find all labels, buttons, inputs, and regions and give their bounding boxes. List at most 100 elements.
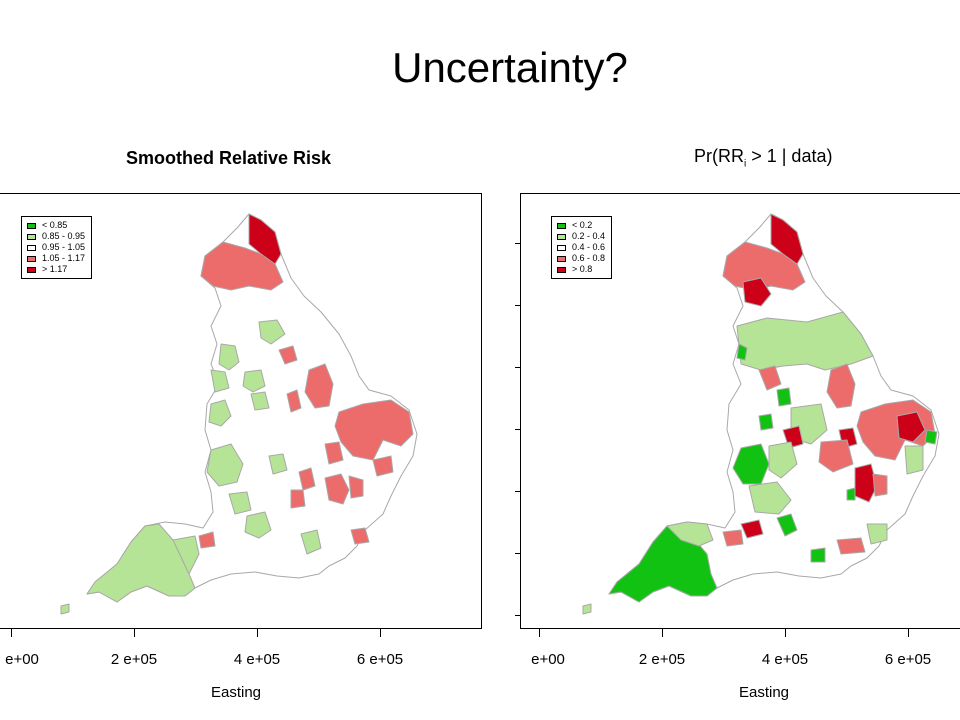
region-bucks [298,467,316,491]
x-tick [11,628,12,637]
slide-title: Uncertainty? [392,44,628,91]
region-east-anglia [334,399,414,461]
y-tick [515,429,520,430]
legend-swatch [27,233,36,240]
x-tick-label: e+00 [531,651,565,668]
legend-label: < 0.85 [42,220,68,230]
x-tick [662,628,663,637]
legend-swatch [27,255,36,262]
x-tick [908,628,909,637]
right-map-title: Pr(RRi > 1 | data) [694,146,832,170]
legend-label: > 1.17 [42,264,68,274]
left-map-panel: < 0.85 0.85 - 0.95 0.95 - 1.05 1.05 - 1.… [0,193,482,629]
right-title-subscript: i [744,158,747,170]
legend-entry: > 1.17 [27,264,85,275]
legend-label: > 0.8 [572,264,593,274]
region-lancs-1 [218,343,240,371]
region-lancs-green [736,343,748,361]
legend-entry: < 0.85 [27,220,85,231]
y-tick [515,305,520,306]
region-manchester [208,399,232,427]
legend-entry: 0.6 - 0.8 [557,253,605,264]
legend-label: 0.95 - 1.05 [42,242,86,252]
region-notts [286,389,302,413]
region-dorset [198,531,216,549]
region-york-2 [250,391,270,411]
region-suffolk [372,455,394,477]
region-scilly [60,603,70,615]
region-lancs-red [758,365,782,391]
region-essex [348,475,364,499]
region-bristol-red [740,519,764,539]
region-midlands-lightgreen [768,441,798,479]
region-berks-green [776,513,798,537]
legend-swatch [27,222,36,229]
legend-swatch [557,222,566,229]
x-tick [134,628,135,637]
legend-swatch [27,266,36,273]
region-gloucester-lightgreen [748,481,792,515]
legend-entry: 0.4 - 0.6 [557,242,605,253]
region-suffolk-green [904,445,924,475]
legend-entry: 0.85 - 0.95 [27,231,85,242]
legend-label: 0.6 - 0.8 [572,253,606,263]
y-tick [515,491,520,492]
x-tick-label: e+00 [5,651,39,668]
region-cambs-red [818,439,854,473]
region-kent-green [866,523,888,545]
region-wiltshire [244,511,272,539]
x-tick [257,628,258,637]
region-kent [350,527,370,545]
legend-entry: < 0.2 [557,220,605,231]
legend-swatch [557,244,566,251]
region-herts-red [872,473,888,497]
right-legend: < 0.2 0.2 - 0.4 0.4 - 0.6 0.6 - 0.8 > 0.… [551,216,613,279]
region-oxford [268,453,288,475]
region-lancs-2 [210,369,230,393]
legend-swatch [557,266,566,273]
region-hants [300,529,322,555]
region-york-1 [242,369,266,393]
region-sussex-red [836,537,866,555]
region-london-green [846,487,856,501]
legend-entry: > 0.8 [557,264,605,275]
right-title-prefix: Pr(RR [694,146,744,166]
region-surrey [290,489,306,509]
x-tick-label: 6 e+05 [884,651,932,668]
right-x-axis-label: Easting [738,684,790,701]
region-cumbria [258,319,286,345]
x-tick [380,628,381,637]
x-tick-label: 4 e+05 [761,651,809,668]
region-somerset [172,535,200,575]
region-cumbria-red [742,277,772,307]
legend-label: 0.4 - 0.6 [572,242,606,252]
y-tick [515,367,520,368]
region-norfolk-darkred [896,411,926,443]
y-tick [515,243,520,244]
left-x-axis-label: Easting [210,684,262,701]
legend-swatch [557,233,566,240]
legend-label: 0.2 - 0.4 [572,231,606,241]
legend-label: 0.85 - 0.95 [42,231,86,241]
y-tick [515,615,520,616]
x-tick-label: 6 e+05 [356,651,404,668]
legend-swatch [557,255,566,262]
legend-entry: 0.95 - 1.05 [27,242,85,253]
left-england-map [60,213,418,615]
region-northumberland [248,213,282,265]
region-lincs-red [826,363,856,409]
left-legend: < 0.85 0.85 - 0.95 0.95 - 1.05 1.05 - 1.… [21,216,93,279]
x-tick [785,628,786,637]
right-map-panel: < 0.2 0.2 - 0.4 0.4 - 0.6 0.6 - 0.8 > 0.… [520,193,960,629]
region-norfolk-green [924,429,938,445]
region-herts [324,441,344,465]
legend-entry: 1.05 - 1.17 [27,253,85,264]
region-york-green [776,387,792,407]
region-wiltshire-red [722,529,744,547]
x-tick-label: 2 e+05 [638,651,686,668]
region-west-midlands [206,443,244,487]
right-england-map [582,213,940,615]
legend-entry: 0.2 - 0.4 [557,231,605,242]
region-lincs [304,363,334,409]
region-manchester-green [758,413,774,431]
